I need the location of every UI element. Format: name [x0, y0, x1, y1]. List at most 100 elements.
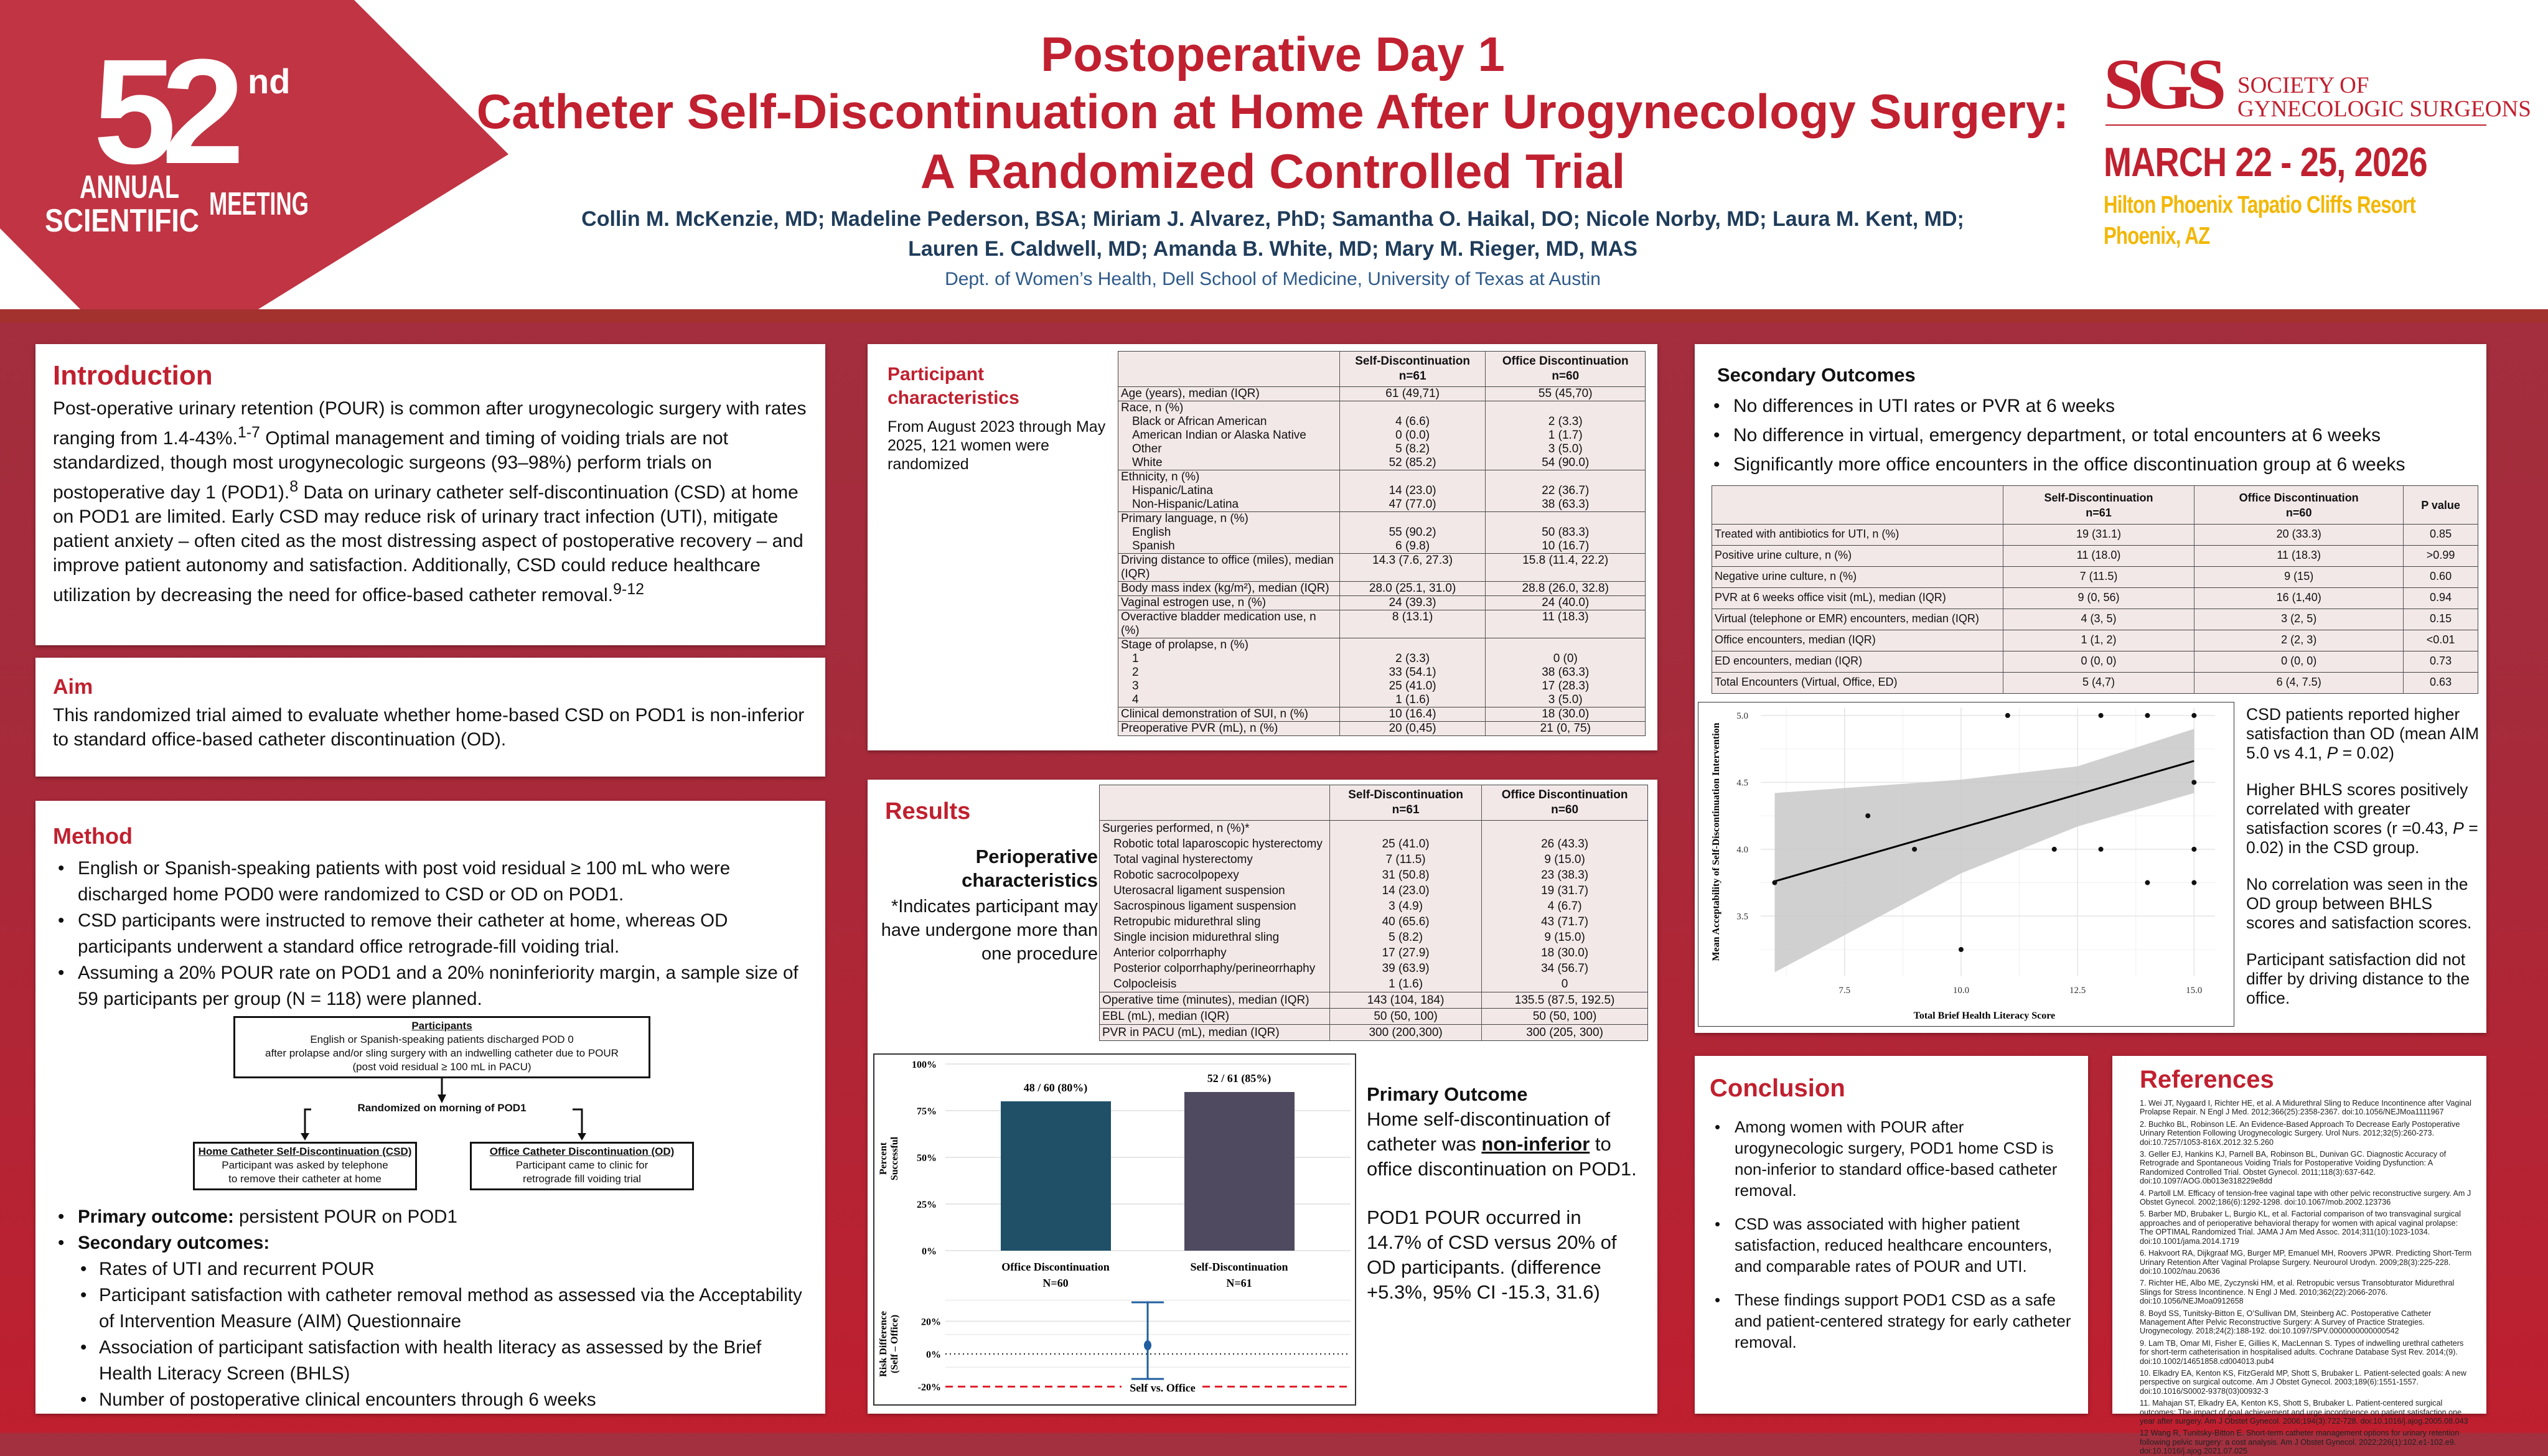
flowchart-arrows	[301, 1078, 586, 1141]
flowchart-od-line: retrograde fill voiding trial	[523, 1173, 641, 1185]
bullet-item: No difference in virtual, emergency depa…	[1708, 421, 2474, 450]
primary-outcome-rates: POD1 POUR occurred in 14.7% of CSD versu…	[1367, 1206, 1617, 1303]
row-label: Driving distance to office (miles), medi…	[1121, 554, 1334, 581]
table-row: Overactive bladder medication use, n (%)…	[1118, 610, 1646, 638]
conclusion-bullets: Among women with POUR after urogynecolog…	[1710, 1116, 2073, 1353]
table-row: Spanish 6 (9.8) 10 (16.7)	[1118, 539, 1646, 554]
bullet-item: English or Spanish-speaking patients wit…	[53, 856, 808, 908]
table-cell	[1339, 401, 1486, 415]
primary-outcome-statement: Home self-discontinuation of catheter wa…	[1367, 1107, 1641, 1182]
row-label: Single incision midurethral sling	[1113, 931, 1280, 944]
table-cell: 0.94	[2403, 587, 2478, 609]
y-tick-label: 0%	[926, 1350, 941, 1360]
data-point	[2051, 846, 2057, 852]
row-label: 3	[1132, 679, 1139, 693]
table-cell	[1339, 470, 1486, 484]
secondary-outcome-list: Rates of UTI and recurrent POURParticipa…	[53, 1256, 808, 1413]
participant-characteristics-heading: Participant characteristics	[888, 364, 1019, 408]
column-header: Office Discontinuation n=60	[2194, 485, 2404, 525]
category-label: N=61	[1226, 1277, 1252, 1289]
text-segment: P	[2326, 744, 2338, 762]
aim-text: This randomized trial aimed to evaluate …	[53, 705, 805, 750]
results-heading: Results	[885, 798, 971, 824]
reference-item: 8. Boyd SS, Tunitsky-Bitton E, O’Sulliva…	[2140, 1309, 2432, 1336]
row-label: Vaginal estrogen use, n (%)	[1121, 596, 1267, 609]
flowchart-od-box: Office Catheter Discontinuation (OD) Par…	[470, 1142, 694, 1190]
table-cell: 4 (6.6)	[1339, 415, 1486, 429]
table-cell: 3 (2, 5)	[2194, 609, 2404, 630]
primary-outcome-item: Primary outcome: persistent POUR on POD1	[53, 1204, 808, 1230]
table-cell: 31 (50.8)	[1329, 867, 1482, 883]
bullet-item: Rates of UTI and recurrent POUR	[53, 1256, 808, 1282]
column-header	[1712, 486, 2003, 525]
table-row: 3 25 (41.0) 17 (28.3)	[1118, 679, 1646, 693]
table-row: Treated with antibiotics for UTI, n (%) 1…	[1712, 524, 2478, 546]
table-cell: 11 (18.0)	[2002, 545, 2194, 567]
satisfaction-note: CSD patients reported higher satisfactio…	[2246, 705, 2481, 763]
table-cell: 3 (4.9)	[1329, 898, 1482, 914]
table-row: English 55 (90.2) 50 (83.3)	[1118, 526, 1646, 539]
table-header-row: Self-Discontinuation n=61 Office Disconti…	[1100, 785, 1648, 821]
table-cell: 52 (85.2)	[1339, 456, 1486, 470]
table-row: Uterosacral ligament suspension 14 (23.0)…	[1100, 883, 1648, 898]
row-label: Primary language, n (%)	[1121, 512, 1248, 525]
table-cell	[1339, 511, 1486, 526]
flowchart-participants-title: Participants	[411, 1020, 472, 1032]
data-point	[2191, 780, 2197, 785]
bullet-item: CSD participants were instructed to remo…	[53, 908, 808, 960]
table-row: EBL (mL), median (IQR) 50 (50, 100) 50 (50…	[1100, 1008, 1648, 1025]
column-header: Office Discontinuation n=60	[1481, 785, 1648, 821]
table-cell: 0 (0, 0)	[2194, 651, 2404, 673]
meeting-dates: MARCH 22 - 25, 2026	[2104, 139, 2428, 185]
table-cell: 1 (1.7)	[1485, 429, 1646, 442]
table-row-group: Total Encounters (Virtual, Office, ED) 5 …	[1712, 672, 2478, 694]
column-header	[1100, 785, 1330, 821]
row-label: 4	[1132, 693, 1139, 706]
x-tick-label: 7.5	[1838, 986, 1850, 996]
society-name-1: SOCIETY OF	[2237, 73, 2369, 98]
data-point	[2191, 880, 2197, 885]
reference-item: 1. Wei JT, Nygaard I, Richter HE, et al.…	[2140, 1099, 2471, 1117]
table-cell: 14 (23.0)	[1339, 484, 1486, 498]
row-label: Stage of prolapse, n (%)	[1121, 638, 1248, 651]
row-label: Anterior colporrhaphy	[1113, 946, 1227, 959]
introduction-text: Post-operative urinary retention (POUR) …	[53, 396, 808, 607]
row-label: White	[1132, 456, 1163, 469]
table-row-group: Race, n (%) Black or African American 4 (6…	[1118, 401, 1646, 470]
table-cell: 61 (49,71)	[1339, 386, 1486, 401]
y-tick-label: 4.5	[1736, 778, 1748, 788]
data-point	[1772, 880, 1778, 885]
table-cell: 25 (41.0)	[1329, 836, 1482, 852]
table-cell: 50 (50, 100)	[1481, 1008, 1648, 1025]
text-segment: Higher BHLS scores positively correlated…	[2246, 780, 2468, 838]
table-cell: 43 (71.7)	[1481, 914, 1648, 930]
table-cell: 22 (36.7)	[1485, 484, 1646, 498]
table-row: PVR at 6 weeks office visit (mL), median…	[1712, 587, 2478, 609]
primary-outcome-heading: Primary Outcome	[1367, 1083, 1528, 1105]
table-cell: 19 (31.7)	[1481, 883, 1648, 898]
table-row: Total vaginal hysterectomy 7 (11.5) 9 (15.…	[1100, 852, 1648, 867]
table-row-group: EBL (mL), median (IQR) 50 (50, 100) 50 (50…	[1099, 1008, 1648, 1025]
table-row: Stage of prolapse, n (%)	[1118, 638, 1646, 652]
bar	[1001, 1101, 1111, 1251]
table-cell: 16 (1,40)	[2194, 587, 2404, 609]
satisfaction-note: Higher BHLS scores positively correlated…	[2246, 780, 2481, 857]
table-header-row: Self-Discontinuation n=61 Office Disconti…	[1118, 351, 1646, 387]
table-row: Black or African American 4 (6.6) 2 (3.3)	[1118, 415, 1646, 429]
row-label: Clinical demonstration of SUI, n (%)	[1121, 707, 1308, 721]
comparison-label: Self vs. Office	[1130, 1382, 1195, 1394]
logo-scientific: SCIENTIFIC	[45, 203, 199, 239]
logo-annual: ANNUAL	[80, 169, 179, 205]
table-cell: 18 (30.0)	[1485, 707, 1646, 722]
row-label: 2	[1132, 666, 1139, 679]
table-row: PVR in PACU (mL), median (IQR) 300 (200,3…	[1100, 1024, 1648, 1041]
header-stripe	[0, 309, 2548, 323]
flowchart-participants-line: (post void residual ≥ 100 mL in PACU)	[352, 1061, 532, 1073]
table-cell: 9 (15)	[2194, 566, 2404, 588]
row-label: EBL (mL), median (IQR)	[1102, 1010, 1230, 1023]
citation-superscript: 9-12	[612, 581, 645, 598]
table-header-row: Self-Discontinuation n=61 Office Disconti…	[1712, 485, 2478, 525]
table-cell: 10 (16.7)	[1485, 539, 1646, 554]
y-tick-label: 3.5	[1736, 912, 1748, 922]
row-label: Black or African American	[1132, 415, 1267, 428]
